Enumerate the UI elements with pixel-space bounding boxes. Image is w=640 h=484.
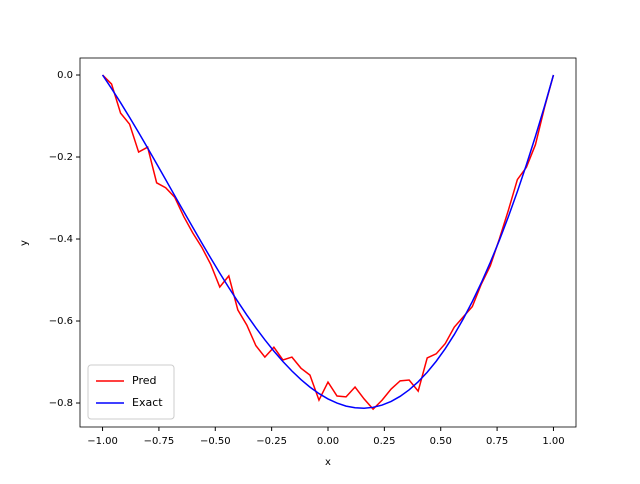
line [102, 74, 555, 411]
x-tick-label: 0.75 [486, 436, 508, 447]
plot-frame [79, 57, 577, 428]
x-tick-label: 0.00 [317, 436, 339, 447]
line [101, 74, 555, 409]
x-tick-label: −0.25 [256, 436, 287, 447]
y-tick-label: 0.0 [57, 70, 73, 81]
y-tick-label: −0.2 [49, 152, 73, 163]
legend-label: Exact [132, 396, 163, 409]
y-axis-label: y [19, 240, 30, 246]
x-tick-label: −0.75 [144, 436, 175, 447]
y-tick-label: −0.4 [49, 234, 73, 245]
x-tick-label: −0.50 [200, 436, 231, 447]
x-tick-label: 0.50 [430, 436, 452, 447]
legend-label: Pred [132, 374, 156, 387]
x-axis-label: x [325, 457, 331, 468]
legend-box [87, 364, 175, 420]
y-tick-label: −0.6 [49, 316, 73, 327]
x-tick-label: 1.00 [542, 436, 564, 447]
x-tick-label: 0.25 [373, 436, 395, 447]
x-tick-label: −1.00 [87, 436, 118, 447]
y-tick-label: −0.8 [49, 398, 73, 409]
